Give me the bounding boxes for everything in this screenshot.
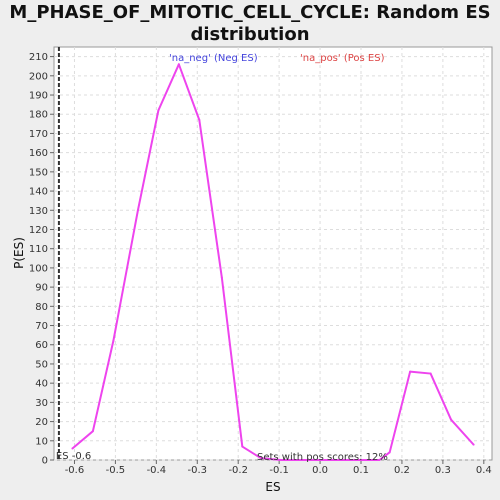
legend-neg-label: 'na_neg' (Neg ES) <box>169 53 258 64</box>
data-point <box>177 63 180 66</box>
data-point <box>280 459 283 461</box>
data-point <box>472 443 475 446</box>
y-tick-label: 200 <box>29 71 48 82</box>
es-marker-label: ES -0.6 <box>56 451 91 462</box>
x-tick-label: 0.3 <box>435 465 451 476</box>
x-axis-title: ES <box>265 480 280 494</box>
data-point <box>112 339 115 342</box>
chart-title-line-2: distribution <box>190 24 310 45</box>
y-tick-label: 0 <box>42 456 48 467</box>
y-tick-label: 180 <box>29 110 48 121</box>
y-tick-label: 40 <box>35 379 48 390</box>
y-tick-label: 70 <box>35 321 48 332</box>
y-tick-label: 140 <box>29 187 48 198</box>
x-tick-label: -0.3 <box>188 465 208 476</box>
y-tick-label: 60 <box>35 340 48 351</box>
x-tick-label: 0.4 <box>476 465 492 476</box>
y-tick-label: 150 <box>29 167 48 178</box>
y-tick-label: 130 <box>29 206 48 217</box>
data-point <box>341 459 344 461</box>
y-tick-label: 30 <box>35 398 48 409</box>
data-point <box>259 457 262 460</box>
y-tick-label: 190 <box>29 91 48 102</box>
pos-scores-annotation: Sets with pos scores: 12% <box>257 452 388 463</box>
x-axis: -0.6 -0.5 -0.4 -0.3 -0.2 -0.1 0.0 0.1 0.2 0.3 0.4 <box>65 460 492 476</box>
data-point <box>321 459 324 461</box>
x-tick-label: -0.6 <box>65 465 85 476</box>
chart-title: M_PHASE_OF_MITOTIC_CELL_CYCLE: Random ES… <box>0 2 500 46</box>
y-tick-label: 120 <box>29 225 48 236</box>
data-point <box>220 276 223 279</box>
x-tick-label: -0.2 <box>228 465 248 476</box>
data-point <box>241 445 244 448</box>
plot-area <box>53 46 493 461</box>
x-tick-label: 0.1 <box>353 465 369 476</box>
legend-pos-label: 'na_pos' (Pos ES) <box>300 53 385 64</box>
data-point <box>300 459 303 461</box>
x-tick-label: -0.5 <box>106 465 126 476</box>
y-tick-label: 90 <box>35 283 48 294</box>
data-point <box>71 447 74 450</box>
x-tick-label: 0.2 <box>394 465 410 476</box>
data-point <box>388 451 391 454</box>
data-point <box>198 118 201 121</box>
y-tick-label: 50 <box>35 359 48 370</box>
data-point <box>91 430 94 433</box>
grid <box>54 47 492 461</box>
data-point <box>362 459 365 461</box>
series-group <box>71 63 475 461</box>
y-tick-label: 100 <box>29 263 48 274</box>
x-tick-label: 0.0 <box>312 465 328 476</box>
es-marker: ES -0.6 <box>56 47 91 462</box>
chart-title-line-1: M_PHASE_OF_MITOTIC_CELL_CYCLE: Random ES <box>9 2 491 23</box>
x-tick-label: -0.4 <box>147 465 167 476</box>
data-point <box>136 209 139 212</box>
y-tick-label: 80 <box>35 302 48 313</box>
data-point <box>409 370 412 373</box>
data-point <box>429 372 432 375</box>
y-tick-label: 110 <box>29 244 48 255</box>
y-axis: 0 10 20 30 40 50 60 70 80 90 100 110 120 130 140 150 160… <box>29 52 54 467</box>
y-axis-title: P(ES) <box>12 237 26 269</box>
data-point <box>450 418 453 421</box>
data-point <box>157 109 160 112</box>
x-tick-label: -0.1 <box>269 465 289 476</box>
y-tick-label: 160 <box>29 148 48 159</box>
y-tick-label: 20 <box>35 417 48 428</box>
y-tick-label: 210 <box>29 52 48 63</box>
data-point <box>378 459 381 461</box>
y-tick-label: 10 <box>35 436 48 447</box>
y-tick-label: 170 <box>29 129 48 140</box>
